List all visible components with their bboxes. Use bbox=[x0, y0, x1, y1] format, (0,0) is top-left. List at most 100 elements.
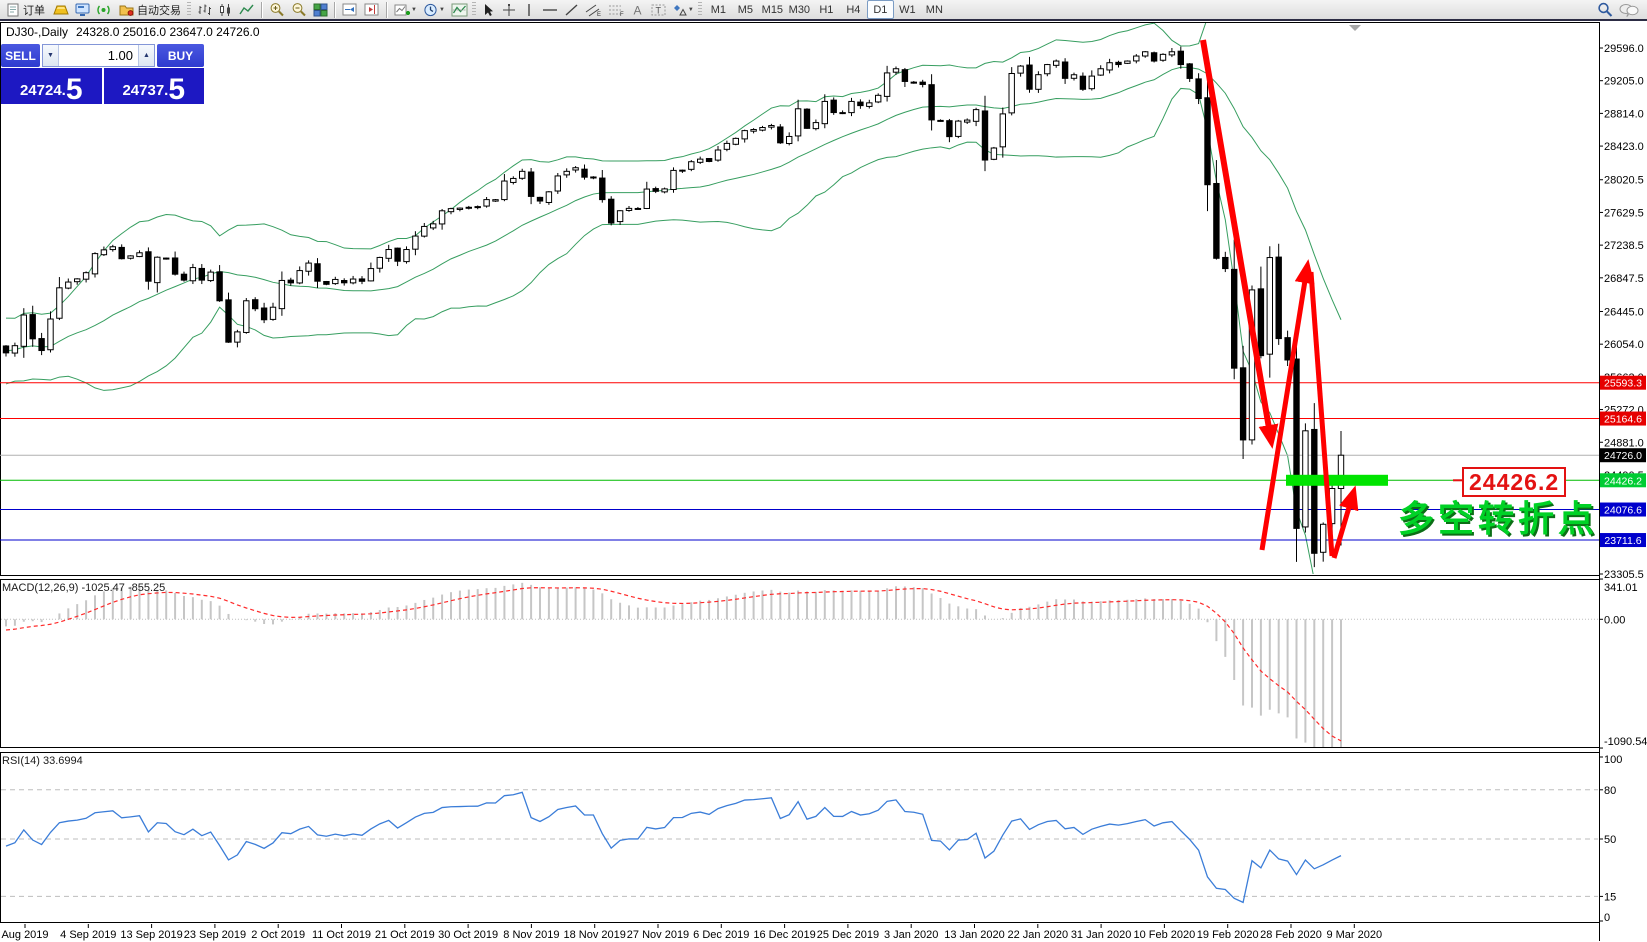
date-label: 27 Nov 2019 bbox=[627, 929, 689, 941]
date-label: 16 Dec 2019 bbox=[753, 929, 815, 941]
price-tag-label: 24426.2 bbox=[1604, 475, 1642, 487]
zoom-in-button[interactable] bbox=[266, 0, 288, 19]
text-button[interactable]: A bbox=[628, 0, 648, 19]
volume-increase-button[interactable]: ▲ bbox=[138, 45, 154, 66]
trend-arrow[interactable] bbox=[1331, 485, 1359, 559]
tile-windows-button[interactable] bbox=[310, 0, 331, 19]
timeframe-h1[interactable]: H1 bbox=[819, 3, 834, 16]
date-label: 4 Sep 2019 bbox=[60, 929, 116, 941]
cursor-button[interactable] bbox=[479, 0, 499, 19]
bar-chart-button[interactable] bbox=[194, 0, 215, 19]
date-label: 2 Oct 2019 bbox=[251, 929, 305, 941]
svg-text:23305.5: 23305.5 bbox=[1604, 569, 1644, 581]
svg-text:24881.0: 24881.0 bbox=[1604, 437, 1644, 449]
line-chart-icon bbox=[239, 4, 254, 14]
support-highlight-bar[interactable] bbox=[1286, 474, 1388, 486]
chart-shift-button[interactable] bbox=[361, 0, 383, 19]
equidistant-channel-button[interactable]: E bbox=[582, 0, 605, 19]
periods-button[interactable]: ▼ bbox=[420, 0, 448, 19]
date-label: 19 Feb 2020 bbox=[1197, 929, 1259, 941]
date-axis[interactable]: Aug 2019 4 Sep 2019 13 Sep 2019 23 Sep 2019… bbox=[1, 924, 1382, 941]
indicators-button[interactable] bbox=[448, 0, 471, 19]
trendline-button[interactable] bbox=[561, 0, 582, 19]
svg-text:0: 0 bbox=[1604, 912, 1610, 924]
signals-button[interactable] bbox=[93, 0, 114, 19]
volume-value[interactable]: 1.00 bbox=[107, 48, 133, 63]
price-tag bbox=[1600, 448, 1646, 463]
cursor-icon bbox=[485, 3, 494, 16]
shift-marker bbox=[1349, 25, 1361, 31]
drawn-objects[interactable] bbox=[1200, 39, 1462, 559]
toolbar-grip[interactable] bbox=[471, 2, 476, 17]
svg-text:-1090.54: -1090.54 bbox=[1604, 736, 1647, 748]
shapes-button[interactable]: ▼ bbox=[669, 0, 697, 19]
price-callout-box[interactable]: 24426.2 bbox=[1462, 467, 1567, 497]
timeframe-mn[interactable]: MN bbox=[925, 3, 943, 16]
macd-axis: 341.01 0.00 -1090.54 bbox=[1599, 578, 1647, 749]
fibonacci-button[interactable]: F bbox=[605, 0, 628, 19]
date-label: 3 Jan 2020 bbox=[884, 929, 938, 941]
price-tags: 25593.3 25164.6 24726.0 24426.2 24076.6 23711… bbox=[1600, 375, 1646, 548]
toolbar-grip[interactable] bbox=[697, 2, 702, 17]
timeframe-m30[interactable]: M30 bbox=[788, 3, 811, 16]
candlestick-icon bbox=[220, 3, 230, 16]
timeframe-w1[interactable]: W1 bbox=[899, 3, 916, 16]
sell-price-button[interactable]: 24724. 5 bbox=[1, 68, 102, 104]
chat-icon[interactable] bbox=[1619, 3, 1639, 17]
autoscroll-button[interactable] bbox=[339, 0, 361, 19]
timeframe-d1[interactable]: D1 bbox=[866, 0, 894, 19]
bar-chart-icon bbox=[198, 4, 211, 15]
crosshair-button[interactable] bbox=[499, 0, 519, 19]
macd-name: MACD(12,26,9) bbox=[2, 582, 79, 594]
date-label: 30 Oct 2019 bbox=[438, 929, 498, 941]
chart-markers bbox=[1349, 25, 1361, 31]
price-tag bbox=[1600, 533, 1646, 548]
new-order-button[interactable]: 订单 bbox=[2, 0, 50, 19]
text-label-icon: T bbox=[651, 4, 666, 15]
trend-arrow[interactable] bbox=[1200, 39, 1279, 449]
rsi-name: RSI(14) bbox=[2, 755, 40, 767]
horizontal-line-button[interactable] bbox=[539, 0, 561, 19]
trend-arrow[interactable] bbox=[1308, 271, 1335, 557]
search-icon[interactable] bbox=[1597, 2, 1613, 17]
date-label: 31 Jan 2020 bbox=[1071, 929, 1132, 941]
date-label: 22 Jan 2020 bbox=[1008, 929, 1069, 941]
timeframe-m1[interactable]: M1 bbox=[710, 3, 726, 16]
volume-decrease-button[interactable]: ▼ bbox=[43, 45, 59, 66]
sell-price-pips: 5 bbox=[65, 72, 83, 106]
svg-text:26054.0: 26054.0 bbox=[1604, 339, 1644, 351]
svg-text:F: F bbox=[620, 12, 624, 17]
clock-icon bbox=[424, 3, 437, 16]
date-label: 8 Nov 2019 bbox=[503, 929, 559, 941]
market-depth-button[interactable] bbox=[72, 0, 93, 19]
trend-arrow[interactable] bbox=[1259, 259, 1315, 551]
toolbar-grip[interactable] bbox=[187, 2, 191, 17]
sell-button[interactable]: SELL bbox=[1, 44, 40, 67]
price-tag bbox=[1600, 473, 1646, 488]
gold-chart-button[interactable] bbox=[50, 0, 72, 19]
autotrading-button[interactable]: 自动交易 bbox=[114, 0, 186, 19]
one-click-trading-panel: SELL ▼ 1.00 ▲ BUY 24724. 5 24737. 5 bbox=[1, 44, 204, 104]
timeframe-m5[interactable]: M5 bbox=[737, 3, 753, 16]
zoom-out-button[interactable] bbox=[288, 0, 310, 19]
svg-text:T: T bbox=[655, 5, 661, 15]
autotrading-icon bbox=[119, 5, 134, 16]
vertical-line-icon bbox=[528, 3, 530, 16]
new-chart-button[interactable]: ▼ bbox=[391, 0, 420, 19]
new-order-icon bbox=[7, 3, 19, 16]
chinese-annotation[interactable]: 多空转折点 bbox=[1398, 498, 1599, 539]
buy-price-button[interactable]: 24737. 5 bbox=[103, 68, 204, 104]
svg-text:80: 80 bbox=[1604, 785, 1616, 797]
timeframe-m15[interactable]: M15 bbox=[761, 3, 784, 16]
candlestick-chart-button[interactable] bbox=[215, 0, 236, 19]
rsi-axis: 100 80 50 15 0 bbox=[1599, 754, 1622, 924]
buy-price-main: 24737 bbox=[122, 82, 165, 99]
timeframe-h4[interactable]: H4 bbox=[846, 3, 861, 16]
line-chart-button[interactable] bbox=[236, 0, 258, 19]
text-label-button[interactable]: T bbox=[648, 0, 669, 19]
trendline-icon bbox=[565, 3, 578, 16]
buy-button[interactable]: BUY bbox=[157, 44, 204, 67]
price-tag-label: 24726.0 bbox=[1604, 450, 1642, 462]
vertical-line-button[interactable] bbox=[519, 0, 539, 19]
